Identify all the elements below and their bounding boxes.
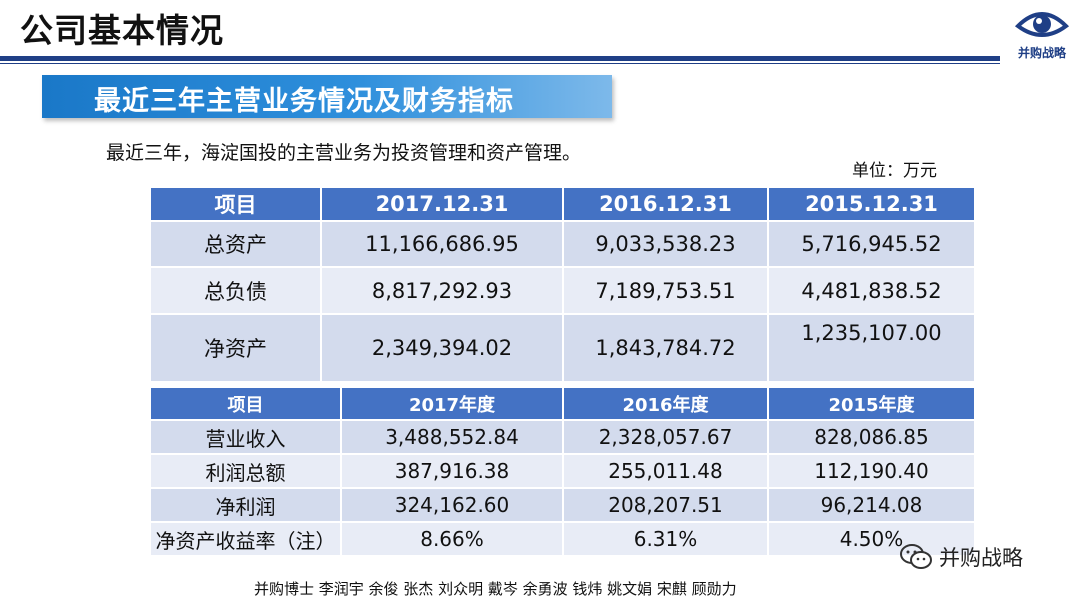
table-row: 营业收入 3,488,552.84 2,328,057.67 828,086.8… xyxy=(151,419,974,454)
row-label: 总资产 xyxy=(151,220,322,267)
author-footer: 并购博士 李润宇 余俊 张杰 刘众明 戴岑 余勇波 钱炜 姚文娟 宋麒 顾勋力 xyxy=(254,580,737,598)
row-label: 利润总额 xyxy=(151,453,342,488)
section-banner: 最近三年主营业务情况及财务指标 xyxy=(42,75,612,118)
eye-logo-icon xyxy=(1014,12,1070,37)
cell-value: 208,207.51 xyxy=(563,487,769,522)
header-2017: 2017年度 xyxy=(341,388,564,420)
row-label: 总负债 xyxy=(151,266,322,314)
table-header-row: 项目 2017.12.31 2016.12.31 2015.12.31 xyxy=(151,188,974,221)
cell-value: 6.31% xyxy=(563,521,769,555)
logo-text: 并购战略 xyxy=(1017,46,1066,60)
table-header-row: 项目 2017年度 2016年度 2015年度 xyxy=(151,388,974,420)
cell-value: 9,033,538.23 xyxy=(563,220,769,267)
cell-value: 96,214.08 xyxy=(768,487,974,522)
row-label: 净利润 xyxy=(151,487,342,522)
cell-value: 4,481,838.52 xyxy=(768,266,974,314)
header-2015: 2015年度 xyxy=(768,388,974,420)
header-2017: 2017.12.31 xyxy=(321,188,564,221)
section-title: 最近三年主营业务情况及财务指标 xyxy=(94,86,514,117)
header-rule-thin xyxy=(0,63,1000,64)
cell-value: 2,328,057.67 xyxy=(563,419,769,454)
cell-value: 11,166,686.95 xyxy=(321,220,564,267)
intro-text: 最近三年，海淀国投的主营业务为投资管理和资产管理。 xyxy=(106,142,582,164)
cell-value: 3,488,552.84 xyxy=(341,419,564,454)
brand-logo: 并购战略 xyxy=(1012,4,1072,62)
header-item: 项目 xyxy=(151,188,322,221)
table-row: 净利润 324,162.60 208,207.51 96,214.08 xyxy=(151,487,974,522)
wechat-watermark: 并购战略 xyxy=(899,540,1023,574)
table-row: 总资产 11,166,686.95 9,033,538.23 5,716,945… xyxy=(151,220,974,267)
cell-value: 324,162.60 xyxy=(341,487,564,522)
header-rule xyxy=(0,56,1000,61)
table-row: 净资产 2,349,394.02 1,843,784.72 1,235,107.… xyxy=(151,313,974,381)
header-2016: 2016年度 xyxy=(563,388,769,420)
table-row: 利润总额 387,916.38 255,011.48 112,190.40 xyxy=(151,453,974,488)
unit-label: 单位：万元 xyxy=(852,161,937,181)
table-row: 总负债 8,817,292.93 7,189,753.51 4,481,838.… xyxy=(151,266,974,314)
table-row: 净资产收益率（注） 8.66% 6.31% 4.50% xyxy=(151,521,974,555)
cell-value: 5,716,945.52 xyxy=(768,220,974,267)
cell-value: 387,916.38 xyxy=(341,453,564,488)
row-label: 净资产 xyxy=(151,313,322,381)
cell-value: 112,190.40 xyxy=(768,453,974,488)
row-label: 净资产收益率（注） xyxy=(151,521,342,555)
cell-value: 1,235,107.00 xyxy=(768,313,974,381)
page-title: 公司基本情况 xyxy=(20,11,224,50)
header-2015: 2015.12.31 xyxy=(768,188,974,221)
cell-value: 8.66% xyxy=(341,521,564,555)
header-item: 项目 xyxy=(151,388,342,420)
balance-table: 项目 2017.12.31 2016.12.31 2015.12.31 总资产 … xyxy=(151,188,974,381)
row-label: 营业收入 xyxy=(151,419,342,454)
wechat-icon xyxy=(900,544,932,569)
cell-value: 255,011.48 xyxy=(563,453,769,488)
cell-value: 8,817,292.93 xyxy=(321,266,564,314)
income-table: 项目 2017年度 2016年度 2015年度 营业收入 3,488,552.8… xyxy=(151,388,974,555)
cell-value: 828,086.85 xyxy=(768,419,974,454)
cell-value: 2,349,394.02 xyxy=(321,313,564,381)
cell-value: 1,843,784.72 xyxy=(563,313,769,381)
cell-value: 4.50% xyxy=(768,521,974,555)
cell-value: 7,189,753.51 xyxy=(563,266,769,314)
watermark-text: 并购战略 xyxy=(939,546,1023,570)
header-2016: 2016.12.31 xyxy=(563,188,769,221)
